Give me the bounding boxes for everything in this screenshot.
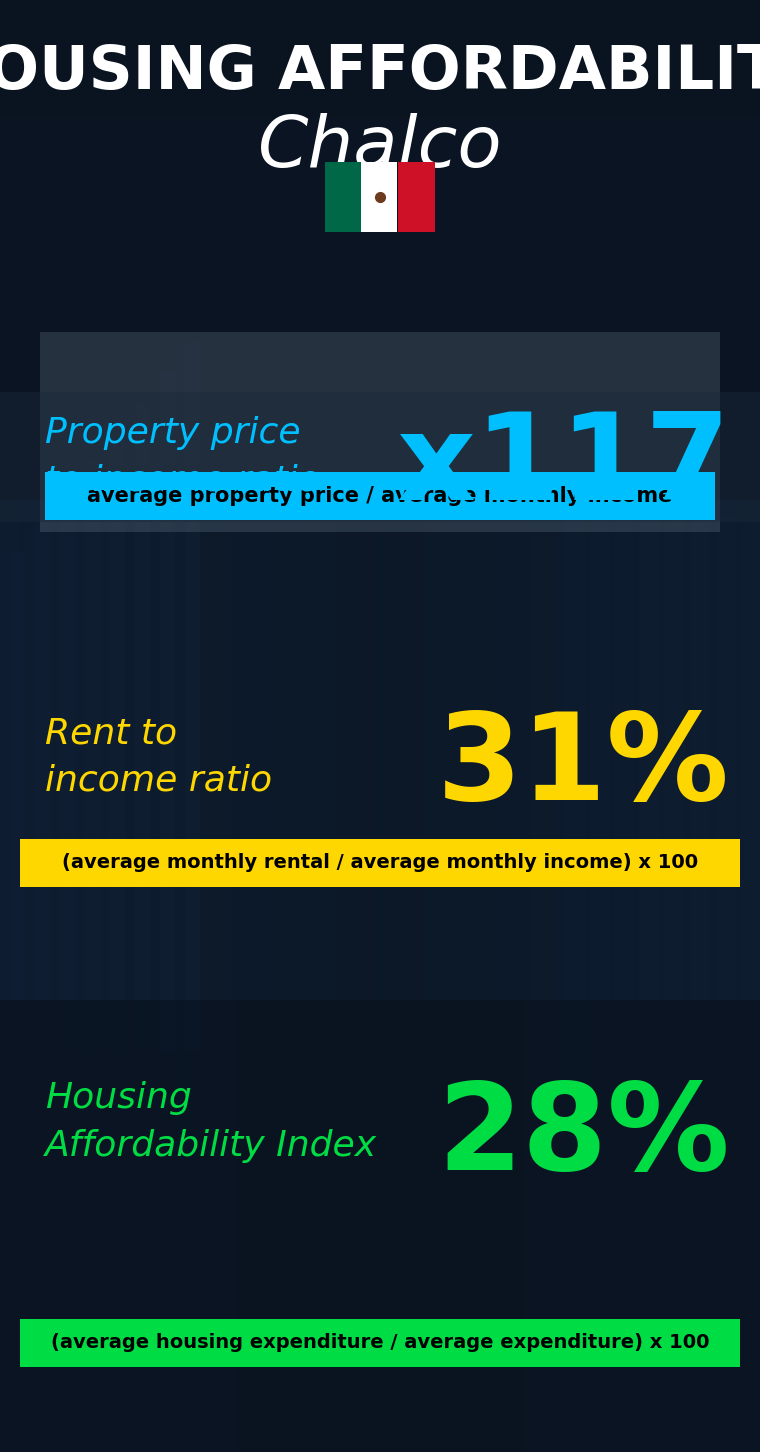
Text: 28%: 28% [437, 1079, 730, 1195]
Bar [615, 378, 635, 1151]
Bar [325, 163, 361, 232]
Text: Chalco: Chalco [258, 112, 502, 182]
Bar [10, 552, 25, 1053]
Bar [125, 402, 145, 1151]
Bar [60, 492, 75, 1053]
Bar [740, 552, 760, 1151]
Bar [150, 372, 170, 1151]
Bar [40, 333, 720, 531]
Bar [135, 402, 150, 1053]
Bar [0, 552, 20, 1151]
Bar [110, 433, 125, 1053]
Bar [715, 517, 735, 1151]
Bar [100, 433, 120, 1151]
Text: Rent to
income ratio: Rent to income ratio [45, 716, 272, 797]
Bar [565, 306, 585, 1151]
Bar [175, 343, 195, 1151]
Bar [690, 482, 710, 1151]
Text: (average housing expenditure / average expenditure) x 100: (average housing expenditure / average e… [51, 1333, 709, 1352]
Text: 31%: 31% [437, 709, 730, 826]
Text: (average monthly rental / average monthly income) x 100: (average monthly rental / average monthl… [62, 854, 698, 873]
Bar [85, 462, 100, 1053]
Bar [361, 163, 397, 232]
Bar [185, 343, 200, 1053]
Bar [45, 472, 715, 520]
Text: average property price / average monthly income: average property price / average monthly… [87, 486, 673, 505]
Bar [640, 412, 660, 1151]
Bar [20, 1318, 740, 1366]
Text: HOUSING AFFORDABILITY: HOUSING AFFORDABILITY [0, 42, 760, 102]
Text: Housing
Affordability Index: Housing Affordability Index [45, 1082, 377, 1163]
Bar [35, 523, 50, 1053]
Bar [160, 372, 175, 1053]
Bar [665, 447, 685, 1151]
Bar [75, 462, 95, 1151]
Text: Property price
to income ratio: Property price to income ratio [45, 417, 320, 498]
Bar [590, 343, 610, 1151]
Text: x117: x117 [396, 408, 730, 526]
Bar [50, 492, 70, 1151]
Bar [20, 839, 740, 887]
Bar [25, 523, 45, 1151]
Bar [398, 163, 435, 232]
Bar [0, 392, 760, 523]
